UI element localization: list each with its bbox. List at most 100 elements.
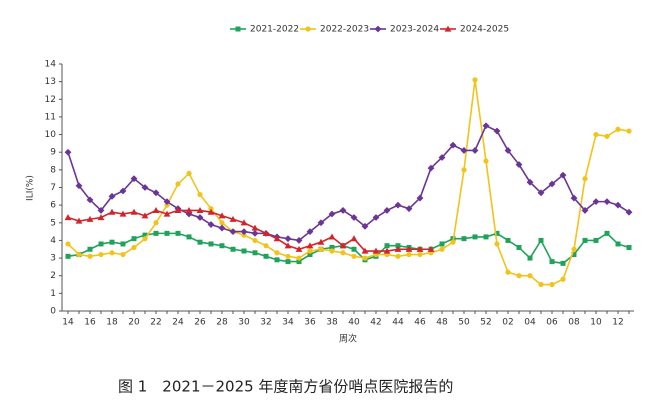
- marker: [229, 228, 237, 236]
- marker: [350, 235, 358, 242]
- y-tick-label: 12: [45, 95, 56, 105]
- y-axis-label: ILI(%): [26, 175, 36, 201]
- marker: [263, 243, 269, 249]
- marker: [86, 196, 94, 204]
- marker: [328, 210, 336, 218]
- x-tick-label: 24: [172, 318, 184, 328]
- marker: [384, 243, 390, 249]
- marker: [252, 237, 258, 244]
- marker: [218, 212, 226, 219]
- marker: [482, 122, 490, 130]
- marker: [284, 235, 292, 243]
- marker: [460, 147, 468, 154]
- y-tick-label: 11: [45, 112, 56, 122]
- marker: [108, 208, 116, 215]
- marker: [416, 245, 424, 252]
- legend-label: 2024-2025: [460, 25, 509, 35]
- marker: [351, 246, 357, 252]
- x-tick-label: 48: [436, 318, 448, 328]
- marker: [197, 191, 203, 198]
- marker: [383, 207, 391, 214]
- marker: [251, 229, 259, 237]
- x-tick-label: 06: [546, 318, 558, 328]
- marker: [548, 180, 556, 188]
- marker: [241, 248, 247, 254]
- marker: [593, 131, 599, 138]
- marker: [449, 141, 457, 149]
- marker: [450, 239, 456, 245]
- marker: [86, 215, 94, 222]
- caption: 图 1 2021－2025 年度南方省份哨点医院报告的: [118, 378, 453, 396]
- x-tick-label: 50: [458, 318, 470, 328]
- marker: [285, 259, 291, 265]
- marker: [97, 214, 105, 221]
- x-tick-label: 52: [480, 318, 491, 328]
- marker: [317, 238, 325, 245]
- marker: [527, 255, 533, 261]
- marker: [307, 248, 313, 254]
- marker: [461, 236, 467, 242]
- x-tick-label: 04: [524, 318, 536, 328]
- marker: [97, 207, 105, 214]
- marker: [395, 253, 401, 259]
- marker: [207, 221, 215, 228]
- legend-label: 2022-2023: [320, 25, 369, 35]
- x-tick-label: 14: [62, 318, 74, 328]
- y-tick-label: 3: [50, 254, 56, 264]
- series-line: [67, 209, 431, 252]
- marker: [131, 236, 137, 242]
- marker: [582, 176, 588, 182]
- marker: [416, 194, 424, 202]
- marker: [130, 175, 138, 183]
- legend-label: 2023-2024: [390, 25, 439, 35]
- marker: [571, 252, 577, 258]
- marker: [197, 239, 203, 245]
- marker: [274, 250, 280, 256]
- marker: [252, 250, 258, 256]
- marker: [295, 245, 303, 252]
- marker: [119, 210, 127, 217]
- marker: [537, 189, 545, 197]
- marker: [494, 230, 500, 236]
- marker: [361, 222, 369, 230]
- marker: [593, 237, 599, 243]
- x-tick-label: 36: [304, 318, 316, 328]
- x-tick-label: 44: [392, 318, 404, 328]
- marker: [196, 214, 204, 221]
- marker: [218, 224, 226, 232]
- marker: [329, 244, 335, 250]
- marker: [251, 224, 259, 231]
- marker: [152, 207, 160, 214]
- marker: [571, 246, 577, 252]
- x-tick-label: 42: [370, 318, 381, 328]
- marker: [65, 241, 71, 247]
- marker: [141, 184, 149, 191]
- y-tick-label: 6: [50, 201, 56, 211]
- marker: [164, 202, 170, 208]
- x-tick-label: 08: [568, 318, 580, 328]
- y-tick-label: 8: [50, 165, 56, 175]
- marker: [625, 208, 633, 216]
- marker: [174, 207, 182, 214]
- x-tick-label: 20: [128, 318, 140, 328]
- marker: [164, 230, 170, 236]
- marker: [219, 220, 225, 226]
- y-tick-label: 5: [50, 218, 56, 228]
- marker: [405, 245, 413, 252]
- marker: [394, 245, 402, 252]
- marker: [296, 255, 302, 261]
- marker: [153, 230, 159, 236]
- marker: [64, 148, 72, 156]
- marker: [515, 161, 523, 168]
- marker: [142, 236, 148, 242]
- marker: [295, 237, 303, 244]
- marker: [153, 220, 159, 226]
- marker: [362, 255, 368, 261]
- marker: [538, 281, 544, 288]
- marker: [615, 241, 621, 247]
- marker: [229, 215, 237, 222]
- marker: [483, 158, 489, 164]
- x-tick-label: 40: [348, 318, 360, 328]
- marker: [141, 212, 149, 219]
